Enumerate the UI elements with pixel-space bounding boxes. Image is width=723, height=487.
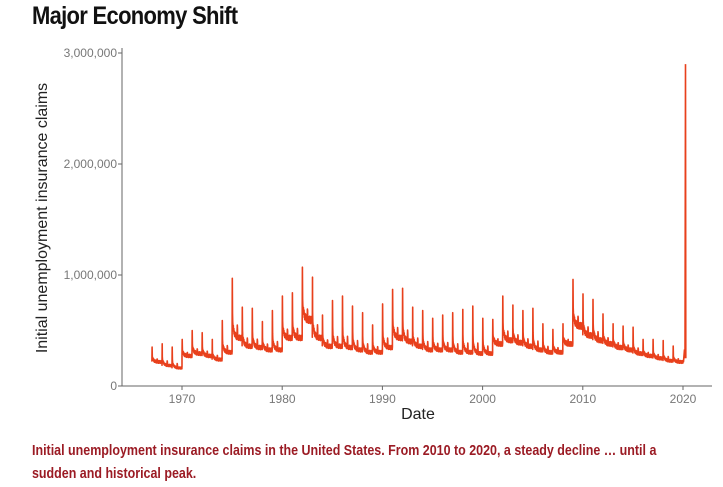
series-segment-1972 xyxy=(201,331,213,359)
series-segment-1996 xyxy=(441,314,454,353)
series-segment-2019 xyxy=(672,345,684,365)
series-segment-1999 xyxy=(471,305,484,357)
series-segment-1979 xyxy=(271,309,283,353)
series-segment-1977 xyxy=(251,307,263,351)
series-segment-1971 xyxy=(191,329,203,357)
series-segment-2016 xyxy=(642,338,654,359)
series-segment-1967 xyxy=(151,346,163,365)
caption-line-1: Initial unemployment insurance claims in… xyxy=(32,443,657,459)
series-segment-2007 xyxy=(551,328,564,356)
line-chart: 0 1,000,000 2,000,000 3,000,000 1970 1980 199… xyxy=(34,46,712,423)
series-segment-2006 xyxy=(541,322,554,356)
series-spike-2020 xyxy=(682,64,687,363)
y-tick-label: 3,000,000 xyxy=(64,46,118,60)
x-axis-title: Date xyxy=(401,406,435,423)
series-segment-2014 xyxy=(622,325,634,353)
series-segment-2004 xyxy=(521,309,534,350)
x-tick-label: 2010 xyxy=(569,392,596,406)
y-tick-label: 2,000,000 xyxy=(64,157,118,171)
caption-line-2: sudden and historical peak. xyxy=(32,466,197,482)
series-segment-2015 xyxy=(632,326,644,357)
y-tick-label: 1,000,000 xyxy=(64,268,118,282)
series-segment-1995 xyxy=(431,317,444,353)
x-tick-label: 1990 xyxy=(369,392,396,406)
series-segment-1993 xyxy=(411,306,424,350)
series-segment-1988 xyxy=(361,311,374,356)
series-segment-1998 xyxy=(461,308,474,356)
series-segment-2003 xyxy=(511,304,524,346)
series-segment-1974 xyxy=(221,319,233,360)
y-axis-title: Initial unemployment insurance claims xyxy=(34,83,51,353)
series-segment-1984 xyxy=(321,314,334,350)
series-segment-1970 xyxy=(181,338,193,368)
x-tick-label: 2020 xyxy=(670,392,697,406)
series-segment-2010 xyxy=(581,293,594,340)
series-segment-1978 xyxy=(261,320,273,353)
series-segment-1992 xyxy=(401,287,414,345)
series-segment-1980 xyxy=(281,295,293,350)
page-title: Major Economy Shift xyxy=(32,2,238,30)
series-segment-2002 xyxy=(501,295,514,344)
x-tick-label: 2000 xyxy=(469,392,496,406)
figure-caption: Initial unemployment insurance claims in… xyxy=(32,440,657,486)
series-segment-1990 xyxy=(381,303,394,352)
series-segment-1968 xyxy=(161,342,173,368)
series-segment-1982 xyxy=(301,266,314,338)
series-segment-2018 xyxy=(662,339,674,364)
series-segment-1997 xyxy=(451,311,464,356)
series-segment-1989 xyxy=(371,324,384,356)
series-segment-1985 xyxy=(331,299,344,350)
series-segment-2005 xyxy=(531,307,544,353)
series-segment-1976 xyxy=(241,306,253,350)
series-segment-1983 xyxy=(311,276,324,342)
series-segment-1973 xyxy=(211,338,223,362)
series-segment-1991 xyxy=(391,288,404,348)
series-segment-2009 xyxy=(571,278,584,344)
series-segment-1987 xyxy=(351,305,364,353)
series-segment-1986 xyxy=(341,295,354,351)
series-segment-2012 xyxy=(601,313,614,348)
x-tick-label: 1970 xyxy=(169,392,196,406)
y-tick-label: 0 xyxy=(110,379,117,393)
series-segment-1994 xyxy=(421,309,434,353)
series-segment-1975 xyxy=(231,277,243,352)
series-segment-1981 xyxy=(291,291,303,342)
series-segment-2008 xyxy=(561,322,574,352)
series-segment-2000 xyxy=(481,317,494,357)
x-tick-label: 1980 xyxy=(269,392,296,406)
series-segment-2001 xyxy=(491,318,504,354)
series-segment-2013 xyxy=(612,322,624,351)
series-segment-2011 xyxy=(591,298,604,344)
series-segment-1969 xyxy=(171,346,183,370)
series-segment-2017 xyxy=(652,338,664,361)
